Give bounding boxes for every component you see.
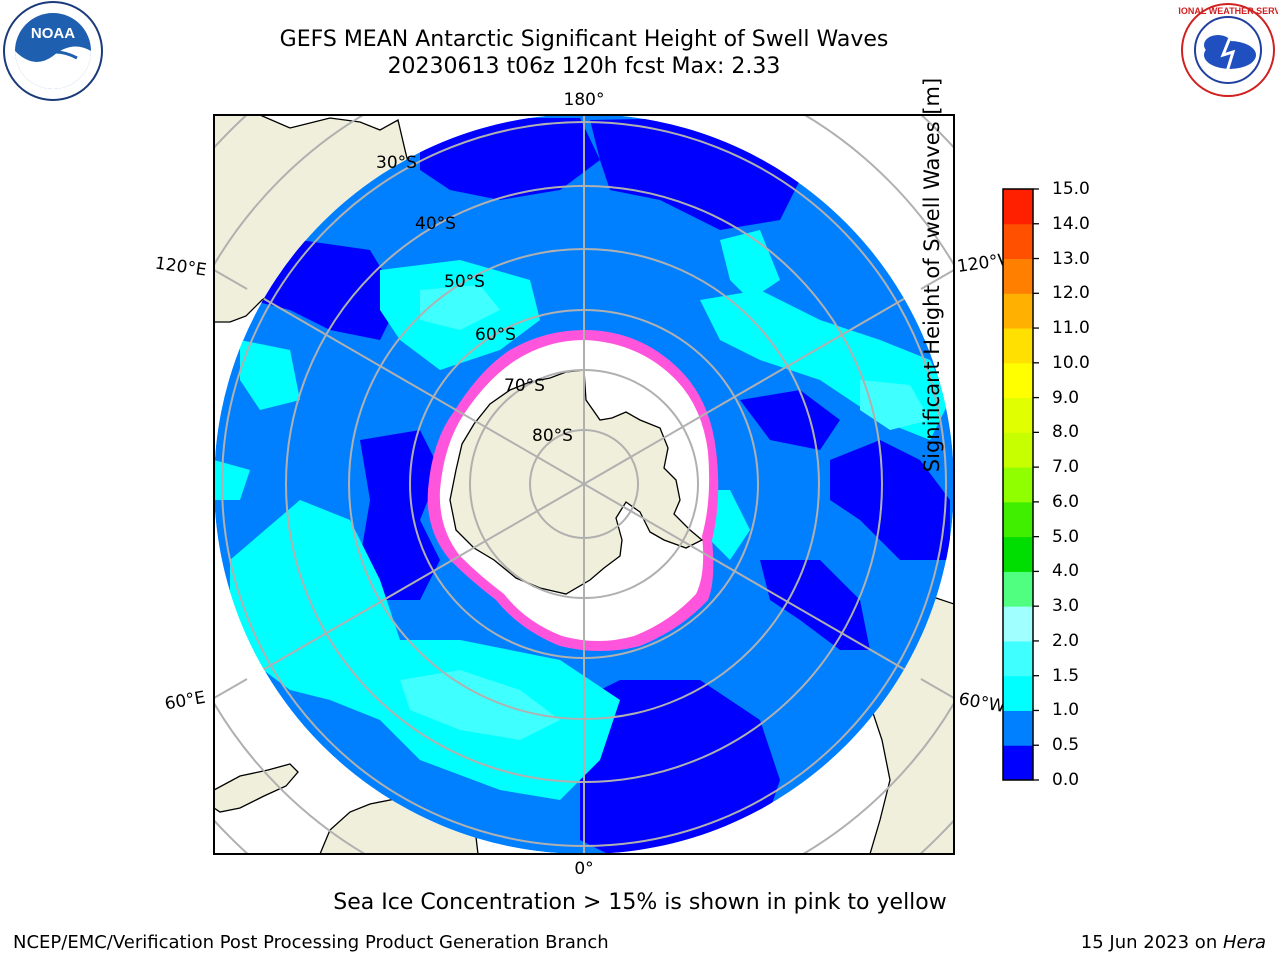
lat-label-50s: 50°S [444,272,485,292]
colorbar-tick-label: 7.0 [1052,457,1080,478]
colorbar-tick-label: 2.0 [1052,630,1080,651]
land-madagascar [214,763,299,813]
lat-label-60s: 60°S [475,325,516,345]
lon-label-60e: 60°E [163,688,207,715]
footer-date: 15 Jun 2023 on Hera [1081,932,1266,953]
colorbar-tick-label: 1.0 [1052,700,1080,721]
colorbar-segment [1003,223,1033,260]
colorbar-ticks [1033,188,1039,781]
nws-logo-text: NATIONAL WEATHER SERVICE [1178,6,1278,16]
colorbar-title: Significant Height of Swell Waves [m] [920,77,944,473]
colorbar-tick-label: 12.0 [1052,283,1090,304]
sea-ice-note: Sea Ice Concentration > 15% is shown in … [333,890,947,915]
colorbar-tick-label: 0.5 [1052,735,1080,756]
colorbar-tick-label: 5.0 [1052,526,1080,547]
colorbar-frame [1002,188,1034,781]
lon-label-120e: 120°E [154,254,208,281]
map-subtitle: 20230613 t06z 120h fcst Max: 2.33 [387,54,781,79]
colorbar-segment [1003,675,1033,711]
colorbar-tick-label: 9.0 [1052,387,1080,408]
colorbar-segment [1003,467,1033,503]
swell-high-regions [400,285,930,740]
colorbar [1003,189,1033,781]
map-title: GEFS MEAN Antarctic Significant Height o… [279,27,889,52]
colorbar-tick-label: 4.0 [1052,561,1080,582]
lat-label-70s: 70°S [504,376,545,396]
colorbar-segment [1003,362,1033,399]
lon-label-0: 0° [574,859,593,879]
colorbar-tick-label: 13.0 [1052,248,1090,269]
noaa-logo-text: NOAA [31,25,75,42]
colorbar-segment [1003,710,1033,746]
lat-label-30s: 30°S [376,153,417,173]
colorbar-segment [1003,258,1033,294]
colorbar-segment [1003,189,1033,225]
colorbar-segment [1003,640,1033,677]
colorbar-tick-label: 6.0 [1052,491,1080,512]
lat-label-80s: 80°S [532,426,573,446]
colorbar-segment [1003,432,1033,468]
footer-host: Hera [1222,932,1266,953]
lon-label-60w: 60°W [957,689,1007,717]
colorbar-segment [1003,397,1033,433]
graticule [214,114,954,854]
colorbar-tick-label: 10.0 [1052,352,1090,373]
nws-logo: NATIONAL WEATHER SERVICE [1178,3,1278,97]
colorbar-segment [1003,536,1033,572]
colorbar-segment [1003,293,1033,329]
lon-label-180: 180° [564,90,605,110]
colorbar-tick-label: 3.0 [1052,596,1080,617]
noaa-logo: NOAA [3,1,103,101]
footer-date-text: 15 Jun 2023 on [1080,932,1223,953]
colorbar-tick-label: 11.0 [1052,318,1090,339]
lat-label-40s: 40°S [415,214,456,234]
colorbar-segment [1003,328,1033,364]
graticule-outer [214,115,954,854]
land-antarctica [449,369,704,595]
colorbar-tick-label: 15.0 [1052,179,1090,199]
footer-credit: NCEP/EMC/Verification Post Processing Pr… [13,932,609,953]
colorbar-tick-label: 8.0 [1052,422,1080,443]
colorbar-tick-label: 1.5 [1052,665,1080,686]
colorbar-segment [1003,745,1033,781]
colorbar-segment [1003,501,1033,538]
colorbar-segment [1003,571,1033,607]
colorbar-segment [1003,606,1033,642]
colorbar-tick-label: 14.0 [1052,213,1090,234]
colorbar-tick-label: 0.0 [1052,770,1080,790]
map-frame [213,114,955,855]
